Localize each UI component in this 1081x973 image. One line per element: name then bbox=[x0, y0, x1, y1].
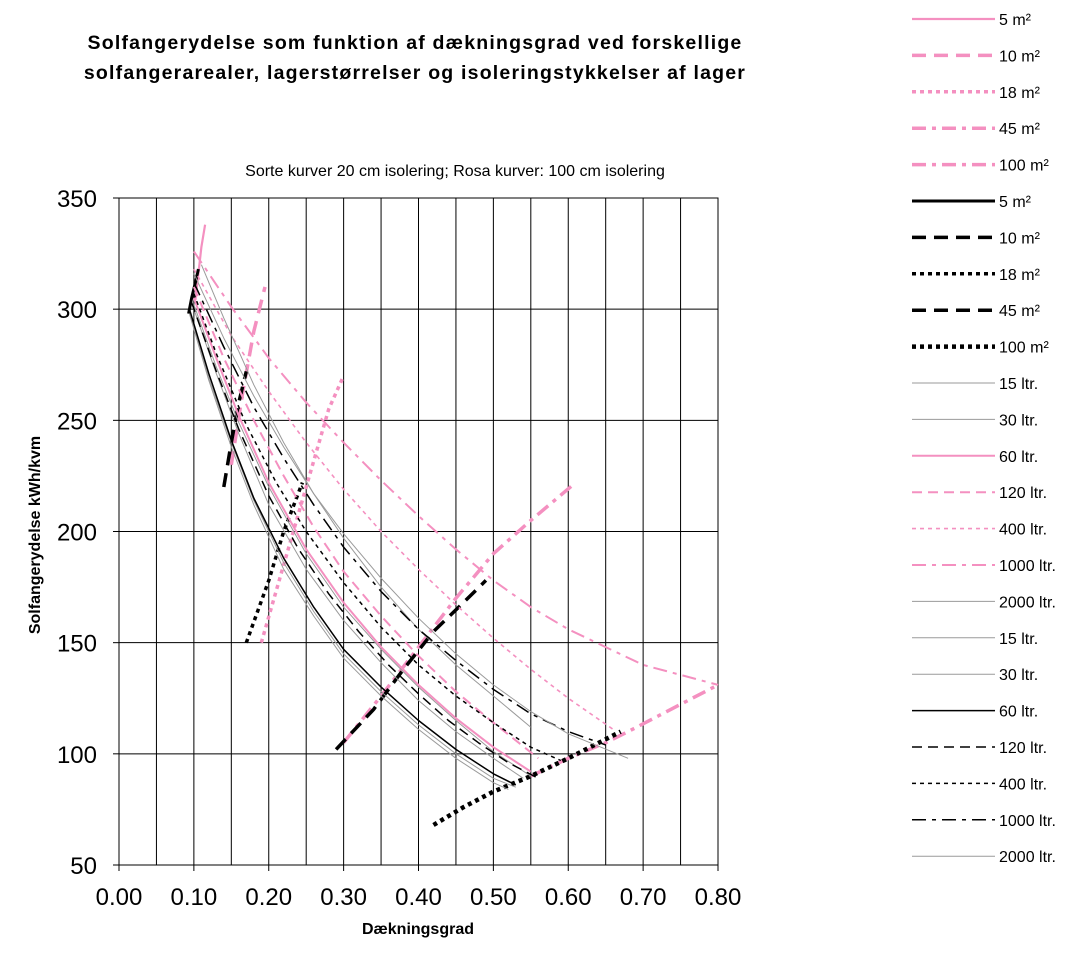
legend-label-4: 100 m² bbox=[999, 158, 1049, 175]
series-line-3 bbox=[342, 481, 577, 744]
series-line-21 bbox=[193, 293, 562, 762]
series-line-4 bbox=[530, 683, 719, 778]
legend-label-22: 1000 ltr. bbox=[999, 813, 1056, 830]
x-tick-label: 0.50 bbox=[470, 884, 517, 911]
chart-title-line-2: solfangerarealer, lagerstørrelser og iso… bbox=[83, 62, 747, 84]
legend-label-23: 2000 ltr. bbox=[999, 849, 1056, 866]
x-tick-label: 0.60 bbox=[545, 884, 592, 911]
legend-label-12: 60 ltr. bbox=[999, 449, 1038, 466]
legend-label-20: 120 ltr. bbox=[999, 740, 1047, 757]
series-line-6 bbox=[222, 370, 249, 488]
legend-label-3: 45 m² bbox=[999, 121, 1041, 138]
x-tick-label: 0.20 bbox=[245, 884, 292, 911]
series-line-5 bbox=[187, 268, 200, 314]
x-tick-label: 0.30 bbox=[320, 884, 367, 911]
series-line-2 bbox=[259, 375, 346, 644]
series-line-17 bbox=[188, 313, 509, 790]
legend-label-6: 10 m² bbox=[999, 230, 1041, 247]
series-line-19 bbox=[189, 311, 517, 786]
series-line-20 bbox=[190, 302, 539, 779]
series-line-22 bbox=[193, 282, 606, 746]
legend-label-9: 100 m² bbox=[999, 340, 1049, 357]
legend-label-15: 1000 ltr. bbox=[999, 558, 1056, 575]
series-line-7 bbox=[244, 481, 305, 644]
legend-label-17: 15 ltr. bbox=[999, 631, 1038, 648]
x-tick-label: 0.00 bbox=[96, 884, 143, 911]
y-tick-label: 100 bbox=[57, 742, 97, 769]
legend: 5 m² 10 m² 18 m² 45 m² 100 m² 5 m² 10 m² 18 m² 4… bbox=[912, 12, 1056, 866]
axes: 0.00 0.10 0.20 0.30 0.40 0.50 0.60 0.70 0.80 50 10… bbox=[57, 186, 741, 911]
x-tick-label: 0.10 bbox=[171, 884, 218, 911]
legend-label-0: 5 m² bbox=[999, 12, 1032, 29]
x-tick-label: 0.80 bbox=[695, 884, 742, 911]
y-tick-label: 150 bbox=[57, 631, 97, 658]
chart-title-line-1: Solfangerydelse som funktion af dæknings… bbox=[87, 32, 743, 54]
series-line-11 bbox=[193, 304, 532, 777]
legend-label-13: 120 ltr. bbox=[999, 485, 1047, 502]
series-line-13 bbox=[192, 286, 539, 760]
x-tick-label: 0.40 bbox=[395, 884, 442, 911]
series-line-23 bbox=[193, 273, 629, 759]
legend-label-18: 30 ltr. bbox=[999, 667, 1038, 684]
x-axis-label: Dækningsgrad bbox=[362, 921, 474, 938]
legend-label-5: 5 m² bbox=[999, 194, 1032, 211]
legend-label-21: 400 ltr. bbox=[999, 776, 1047, 793]
y-tick-label: 200 bbox=[57, 520, 97, 547]
legend-label-8: 45 m² bbox=[999, 303, 1041, 320]
y-tick-label: 350 bbox=[57, 186, 97, 213]
series-line-12 bbox=[192, 297, 532, 773]
grid bbox=[118, 197, 719, 866]
y-tick-label: 300 bbox=[57, 297, 97, 324]
y-axis-label: Solfangerydelse kWh/kvm bbox=[27, 436, 44, 634]
series-line-15 bbox=[193, 250, 719, 686]
legend-label-7: 18 m² bbox=[999, 267, 1041, 284]
y-tick-label: 250 bbox=[57, 408, 97, 435]
series-line-14 bbox=[193, 268, 614, 731]
legend-label-10: 15 ltr. bbox=[999, 376, 1038, 393]
chart-subtitle: Sorte kurver 20 cm isolering; Rosa kurve… bbox=[245, 163, 665, 180]
legend-label-1: 10 m² bbox=[999, 48, 1041, 65]
legend-label-14: 400 ltr. bbox=[999, 522, 1047, 539]
legend-label-16: 2000 ltr. bbox=[999, 594, 1056, 611]
series-line-18 bbox=[189, 313, 516, 788]
chart-title: Solfangerydelse som funktion af dæknings… bbox=[40, 28, 790, 88]
y-tick-label: 50 bbox=[70, 853, 97, 880]
series-line-9 bbox=[432, 729, 622, 827]
x-tick-label: 0.70 bbox=[620, 884, 667, 911]
series-line-10 bbox=[193, 309, 524, 779]
series-line-16 bbox=[200, 264, 532, 728]
legend-label-2: 18 m² bbox=[999, 85, 1041, 102]
legend-label-11: 30 ltr. bbox=[999, 412, 1038, 429]
series-layer bbox=[187, 224, 719, 827]
series-line-8 bbox=[334, 579, 488, 751]
legend-label-19: 60 ltr. bbox=[999, 704, 1038, 721]
